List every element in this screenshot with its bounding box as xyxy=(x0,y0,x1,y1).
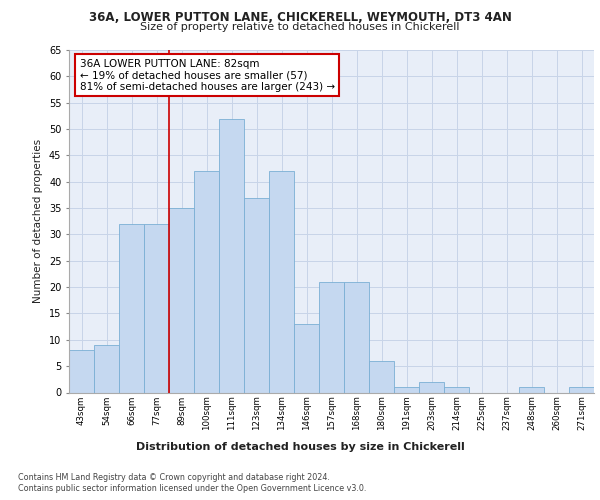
Y-axis label: Number of detached properties: Number of detached properties xyxy=(34,139,43,304)
Bar xyxy=(444,387,469,392)
Text: Distribution of detached houses by size in Chickerell: Distribution of detached houses by size … xyxy=(136,442,464,452)
Text: Contains public sector information licensed under the Open Government Licence v3: Contains public sector information licen… xyxy=(18,484,367,493)
Bar xyxy=(294,324,319,392)
Text: Size of property relative to detached houses in Chickerell: Size of property relative to detached ho… xyxy=(140,22,460,32)
Text: Contains HM Land Registry data © Crown copyright and database right 2024.: Contains HM Land Registry data © Crown c… xyxy=(18,472,330,482)
Text: 36A LOWER PUTTON LANE: 82sqm
← 19% of detached houses are smaller (57)
81% of se: 36A LOWER PUTTON LANE: 82sqm ← 19% of de… xyxy=(79,58,335,92)
Bar xyxy=(219,118,244,392)
Bar xyxy=(194,171,219,392)
Bar xyxy=(269,171,294,392)
Bar xyxy=(244,198,269,392)
Bar xyxy=(69,350,94,393)
Bar xyxy=(419,382,444,392)
Bar xyxy=(569,387,594,392)
Bar xyxy=(519,387,544,392)
Bar xyxy=(344,282,369,393)
Bar xyxy=(319,282,344,393)
Bar xyxy=(144,224,169,392)
Bar xyxy=(394,387,419,392)
Bar xyxy=(94,345,119,393)
Bar xyxy=(119,224,144,392)
Bar xyxy=(169,208,194,392)
Bar xyxy=(369,361,394,392)
Text: 36A, LOWER PUTTON LANE, CHICKERELL, WEYMOUTH, DT3 4AN: 36A, LOWER PUTTON LANE, CHICKERELL, WEYM… xyxy=(89,11,511,24)
